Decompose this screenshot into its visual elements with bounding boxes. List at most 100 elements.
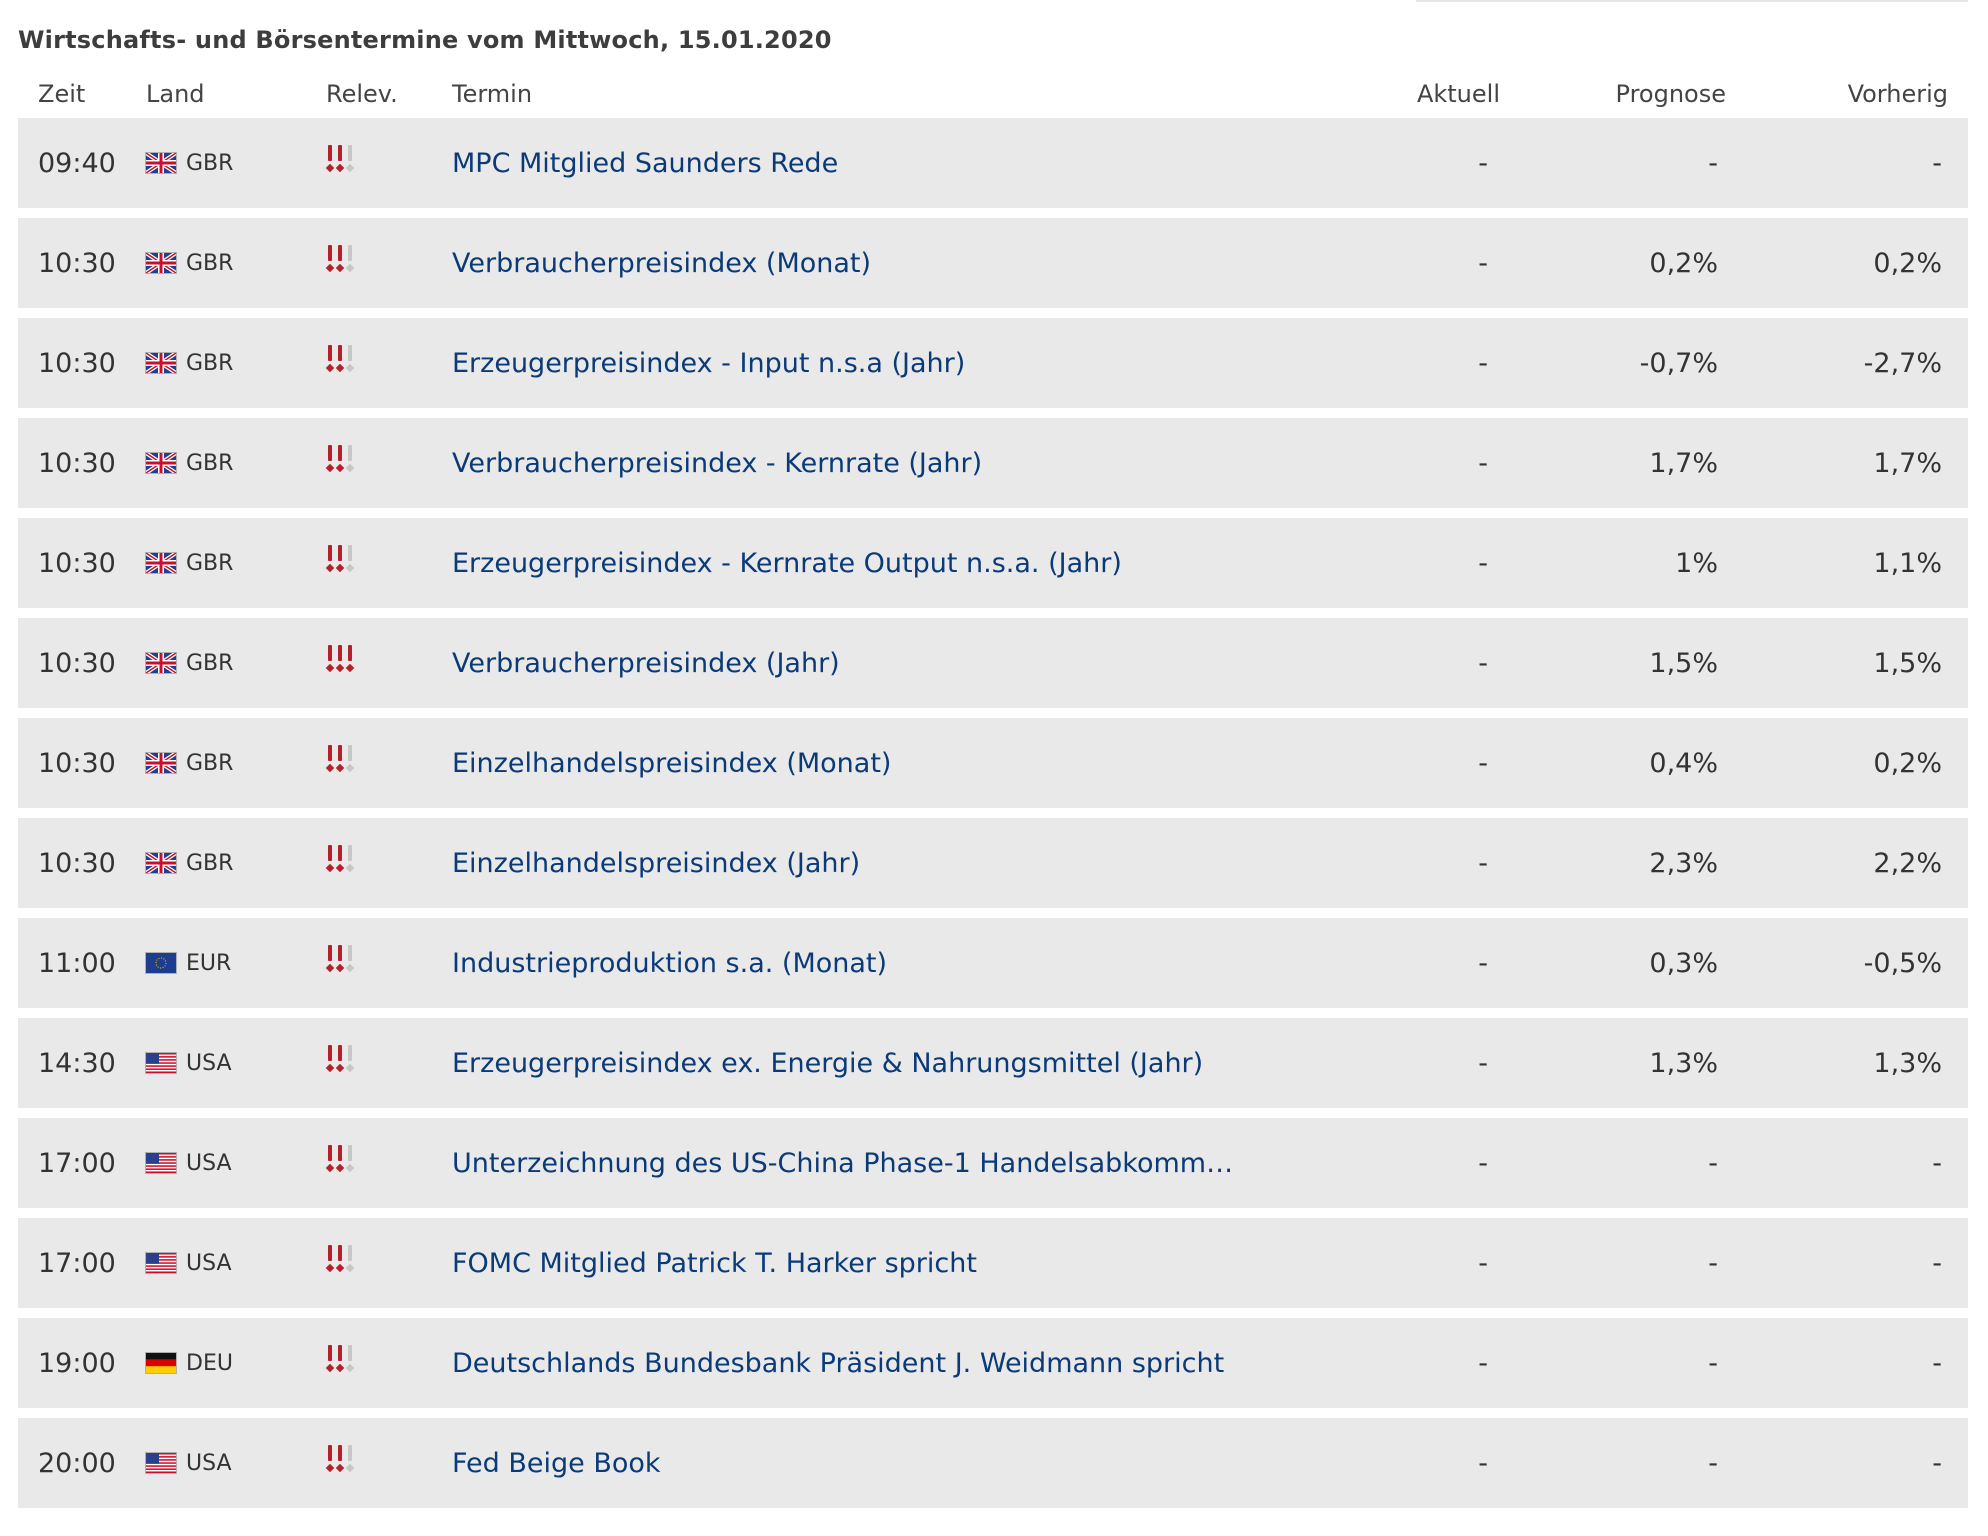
column-header-previous[interactable]: Vorherig — [1847, 80, 1948, 108]
event-previous: 1,1% — [1873, 547, 1942, 579]
event-actual: - — [1478, 347, 1488, 379]
event-title-cell: Erzeugerpreisindex ex. Energie & Nahrung… — [450, 1048, 1356, 1079]
exclamation-icon — [335, 944, 345, 975]
event-title-link[interactable]: Erzeugerpreisindex - Kernrate Output n.s… — [452, 547, 1122, 579]
event-country-code: GBR — [186, 450, 234, 476]
event-country-cell: EUR — [144, 951, 324, 976]
event-forecast: 2,3% — [1649, 847, 1718, 879]
event-title-link[interactable]: Deutschlands Bundesbank Präsident J. Wei… — [452, 1347, 1225, 1379]
exclamation-icon — [345, 1144, 355, 1175]
event-country-cell: GBR — [144, 251, 324, 276]
event-title-cell: Fed Beige Book — [450, 1448, 1356, 1479]
us-flag-icon — [146, 1153, 176, 1173]
event-relevance — [324, 1244, 450, 1282]
event-time: 10:30 — [38, 347, 116, 379]
exclamation-icon — [345, 644, 355, 675]
column-header-termin[interactable]: Termin — [452, 80, 533, 108]
event-title-link[interactable]: Verbraucherpreisindex (Jahr) — [452, 647, 840, 679]
table-row: 11:00 EUR Industrieproduktion s.a. (Mona… — [18, 918, 1968, 1008]
event-country-code: GBR — [186, 550, 234, 576]
exclamation-icon — [325, 844, 335, 875]
event-country-cell: GBR — [144, 751, 324, 776]
column-header-forecast[interactable]: Prognose — [1615, 80, 1726, 108]
event-title-link[interactable]: Fed Beige Book — [452, 1447, 661, 1479]
table-row: 19:00 DEU Deutschlands Bundesbank Präsid… — [18, 1318, 1968, 1408]
event-previous: 1,7% — [1873, 447, 1942, 479]
event-actual: - — [1478, 647, 1488, 679]
exclamation-icon — [335, 144, 345, 175]
event-previous: 1,3% — [1873, 1047, 1942, 1079]
event-actual: - — [1478, 447, 1488, 479]
exclamation-icon — [345, 244, 355, 275]
event-title-link[interactable]: Verbraucherpreisindex - Kernrate (Jahr) — [452, 447, 983, 479]
event-previous: 0,2% — [1873, 747, 1942, 779]
top-divider — [1416, 0, 1968, 2]
exclamation-icon — [345, 1344, 355, 1375]
event-title-link[interactable]: Erzeugerpreisindex ex. Energie & Nahrung… — [452, 1047, 1204, 1079]
event-title-link[interactable]: Industrieproduktion s.a. (Monat) — [452, 947, 888, 979]
event-title-cell: Verbraucherpreisindex (Monat) — [450, 248, 1356, 279]
event-title-link[interactable]: Erzeugerpreisindex - Input n.s.a (Jahr) — [452, 347, 966, 379]
event-forecast: 1,7% — [1649, 447, 1718, 479]
event-time: 20:00 — [38, 1447, 116, 1479]
event-title-link[interactable]: Verbraucherpreisindex (Monat) — [452, 247, 872, 279]
exclamation-icon — [345, 944, 355, 975]
event-actual: - — [1478, 1047, 1488, 1079]
event-country-code: USA — [186, 1050, 232, 1076]
event-country-cell: GBR — [144, 551, 324, 576]
event-title-link[interactable]: Einzelhandelspreisindex (Monat) — [452, 747, 892, 779]
uk-flag-icon — [146, 253, 176, 273]
event-time: 09:40 — [38, 147, 116, 179]
event-actual: - — [1478, 947, 1488, 979]
event-time: 10:30 — [38, 247, 116, 279]
exclamation-icon — [335, 1144, 345, 1175]
event-previous: -0,5% — [1863, 947, 1942, 979]
event-time: 14:30 — [38, 1047, 116, 1079]
table-row: 10:30 GBR Verbraucherpreisindex - Kernra… — [18, 418, 1968, 508]
event-title-link[interactable]: Unterzeichnung des US-China Phase-1 Hand… — [452, 1147, 1234, 1179]
event-time: 10:30 — [38, 847, 116, 879]
event-relevance — [324, 944, 450, 982]
event-country-code: USA — [186, 1150, 232, 1176]
event-actual: - — [1478, 547, 1488, 579]
eu-flag-icon — [146, 953, 176, 973]
exclamation-icon — [325, 1144, 335, 1175]
event-relevance — [324, 144, 450, 182]
event-country-code: USA — [186, 1450, 232, 1476]
event-title-cell: Unterzeichnung des US-China Phase-1 Hand… — [450, 1148, 1356, 1179]
event-country-cell: GBR — [144, 151, 324, 176]
event-country-cell: GBR — [144, 651, 324, 676]
column-header-relevance[interactable]: Relev. — [326, 80, 398, 108]
table-row: 14:30 USA Erzeugerpreisindex ex. Energie… — [18, 1018, 1968, 1108]
event-country-code: GBR — [186, 250, 234, 276]
table-row: 17:00 USA FOMC Mitglied Patrick T. Harke… — [18, 1218, 1968, 1308]
event-relevance — [324, 844, 450, 882]
exclamation-icon — [325, 1244, 335, 1275]
column-header-actual[interactable]: Aktuell — [1416, 80, 1500, 108]
table-row: 10:30 GBR Verbraucherpreisindex (Jahr) -… — [18, 618, 1968, 708]
event-forecast: -0,7% — [1639, 347, 1718, 379]
exclamation-icon — [345, 1444, 355, 1475]
exclamation-icon — [335, 444, 345, 475]
exclamation-icon — [325, 444, 335, 475]
table-row: 10:30 GBR Erzeugerpreisindex - Input n.s… — [18, 318, 1968, 408]
event-title-link[interactable]: Einzelhandelspreisindex (Jahr) — [452, 847, 861, 879]
exclamation-icon — [325, 944, 335, 975]
event-forecast: 1,3% — [1649, 1047, 1718, 1079]
event-relevance — [324, 344, 450, 382]
event-country-code: GBR — [186, 150, 234, 176]
event-country-code: GBR — [186, 750, 234, 776]
exclamation-icon — [325, 1444, 335, 1475]
column-header-land[interactable]: Land — [146, 80, 205, 108]
column-header-time[interactable]: Zeit — [38, 80, 86, 108]
event-title-link[interactable]: FOMC Mitglied Patrick T. Harker spricht — [452, 1247, 977, 1279]
table-body: 09:40 GBR MPC Mitglied Saunders Rede - -… — [18, 118, 1968, 1508]
event-forecast: - — [1708, 147, 1718, 179]
exclamation-icon — [325, 244, 335, 275]
event-relevance — [324, 1044, 450, 1082]
event-forecast: 0,4% — [1649, 747, 1718, 779]
event-title-link[interactable]: MPC Mitglied Saunders Rede — [452, 147, 839, 179]
exclamation-icon — [335, 1244, 345, 1275]
uk-flag-icon — [146, 853, 176, 873]
table-row: 20:00 USA Fed Beige Book - - - — [18, 1418, 1968, 1508]
